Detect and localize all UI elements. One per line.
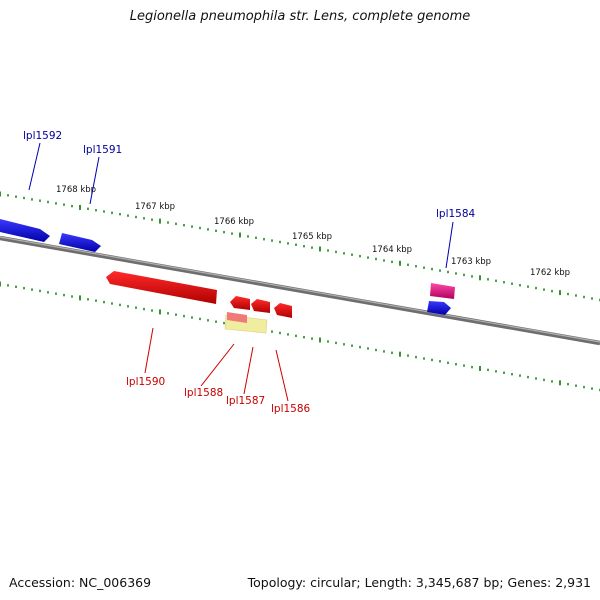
inner-tick-ring — [0, 281, 600, 392]
feature-salmon-block[interactable] — [227, 312, 247, 323]
kbp-label: 1765 kbp — [292, 232, 332, 242]
gene-label-lpl1591[interactable]: lpl1591 — [83, 144, 122, 156]
gene-label-lpl1590[interactable]: lpl1590 — [126, 376, 165, 388]
gene-lpl1588-arrow[interactable] — [230, 296, 250, 310]
leader-line — [445, 221, 454, 269]
kbp-label: 1766 kbp — [214, 217, 254, 227]
leader-line — [275, 349, 289, 402]
leader-line — [243, 346, 254, 395]
topology-text: Topology: circular; Length: 3,345,687 bp… — [247, 575, 591, 590]
genome-backbone — [0, 235, 600, 346]
gene-lpl1587-arrow[interactable] — [251, 299, 270, 313]
leader-line — [28, 142, 41, 191]
map-title: Legionella pneumophila str. Lens, comple… — [129, 9, 471, 24]
genome-backbone-highlight — [0, 236, 600, 343]
leader-line — [89, 156, 100, 205]
gene-lpl1590-arrow[interactable] — [106, 271, 217, 304]
accession-text: Accession: NC_006369 — [9, 575, 152, 590]
outer-tick-ring — [0, 191, 600, 302]
kbp-label: 1767 kbp — [135, 202, 175, 212]
gene-label-lpl1584[interactable]: lpl1584 — [436, 208, 476, 220]
gene-label-lpl1588[interactable]: lpl1588 — [184, 387, 223, 399]
leader-line — [144, 327, 154, 374]
kbp-label: 1768 kbp — [56, 185, 96, 195]
kbp-label: 1762 kbp — [530, 268, 570, 278]
kbp-label: 1764 kbp — [372, 245, 412, 255]
gene-label-lpl1587[interactable]: lpl1587 — [226, 395, 265, 407]
gene-lpl1586-arrow[interactable] — [274, 303, 292, 318]
gene-label-lpl1592[interactable]: lpl1592 — [23, 130, 62, 142]
kbp-label: 1763 kbp — [451, 257, 491, 267]
gene-label-lpl1586[interactable]: lpl1586 — [271, 403, 311, 415]
leader-line — [200, 343, 235, 387]
gene-lpl1591-arrow[interactable] — [59, 233, 101, 252]
gene-lpl1584-arrow[interactable] — [427, 301, 451, 315]
gene-pink-feature[interactable] — [430, 283, 455, 299]
gene-lpl1592-arrow[interactable] — [0, 219, 50, 242]
